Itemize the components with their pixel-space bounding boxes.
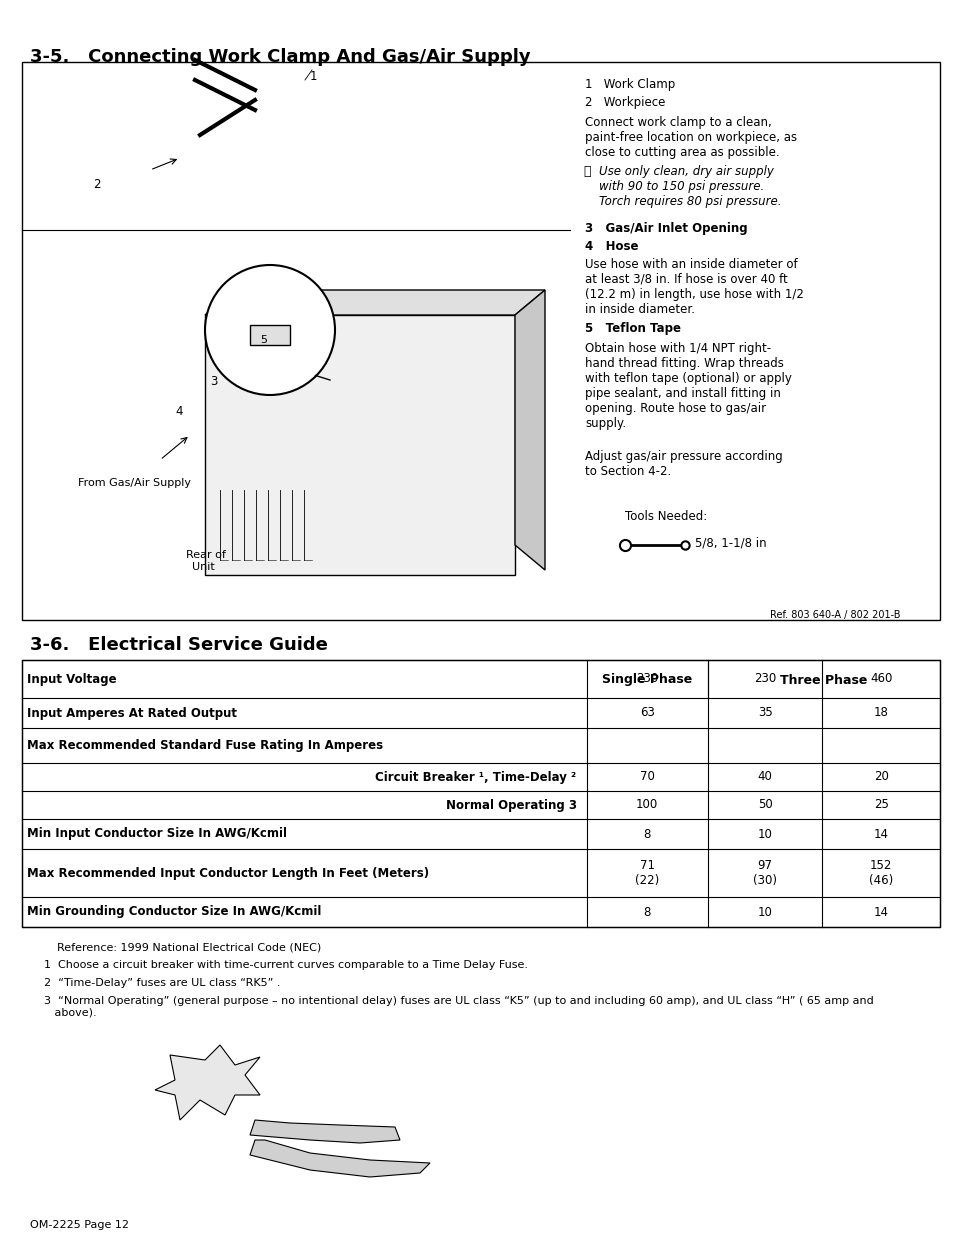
Text: Use hose with an inside diameter of
at least 3/8 in. If hose is over 40 ft
(12.2: Use hose with an inside diameter of at l… — [584, 258, 803, 316]
Text: 1  Choose a circuit breaker with time-current curves comparable to a Time Delay : 1 Choose a circuit breaker with time-cur… — [44, 960, 527, 969]
Text: Connect work clamp to a clean,
paint-free location on workpiece, as
close to cut: Connect work clamp to a clean, paint-fre… — [584, 116, 797, 159]
Text: OM-2225 Page 12: OM-2225 Page 12 — [30, 1220, 129, 1230]
Bar — [22, 62, 939, 620]
Text: 2  “Time-Delay” fuses are UL class “RK5” .: 2 “Time-Delay” fuses are UL class “RK5” … — [44, 978, 280, 988]
Text: Adjust gas/air pressure according
to Section 4-2.: Adjust gas/air pressure according to Sec… — [584, 450, 781, 478]
Text: Obtain hose with 1/4 NPT right-
hand thread fitting. Wrap threads
with teflon ta: Obtain hose with 1/4 NPT right- hand thr… — [584, 342, 791, 430]
Text: Min Input Conductor Size In AWG/Kcmil: Min Input Conductor Size In AWG/Kcmil — [27, 827, 287, 841]
Text: 40: 40 — [757, 771, 772, 783]
Text: 230: 230 — [636, 673, 658, 685]
Text: 35: 35 — [757, 706, 772, 720]
Text: Tools Needed:: Tools Needed: — [624, 510, 706, 522]
Text: 3   Gas/Air Inlet Opening: 3 Gas/Air Inlet Opening — [584, 222, 747, 235]
Text: 20: 20 — [873, 771, 888, 783]
Text: 5/8, 1-1/8 in: 5/8, 1-1/8 in — [695, 537, 766, 550]
Text: Use only clean, dry air supply
with 90 to 150 psi pressure.
Torch requires 80 ps: Use only clean, dry air supply with 90 t… — [598, 165, 781, 207]
Polygon shape — [250, 1120, 399, 1144]
Text: 📓: 📓 — [582, 165, 590, 178]
Text: 3-6.   Electrical Service Guide: 3-6. Electrical Service Guide — [30, 636, 328, 655]
Text: Three Phase: Three Phase — [780, 673, 866, 687]
Text: 5   Teflon Tape: 5 Teflon Tape — [584, 322, 680, 335]
Text: 460: 460 — [869, 673, 891, 685]
Text: 230: 230 — [753, 673, 776, 685]
Text: 14: 14 — [873, 905, 888, 919]
Text: 4: 4 — [174, 405, 182, 417]
Text: 70: 70 — [639, 771, 654, 783]
Text: Max Recommended Standard Fuse Rating In Amperes: Max Recommended Standard Fuse Rating In … — [27, 739, 383, 752]
Text: 10: 10 — [757, 827, 772, 841]
Text: 71
(22): 71 (22) — [635, 860, 659, 887]
Text: Input Voltage: Input Voltage — [27, 673, 116, 685]
Text: Reference: 1999 National Electrical Code (NEC): Reference: 1999 National Electrical Code… — [57, 942, 321, 952]
Text: 3-5.   Connecting Work Clamp And Gas/Air Supply: 3-5. Connecting Work Clamp And Gas/Air S… — [30, 48, 530, 65]
Text: Unit: Unit — [192, 562, 214, 572]
Text: 152
(46): 152 (46) — [868, 860, 892, 887]
Text: Input Amperes At Rated Output: Input Amperes At Rated Output — [27, 706, 236, 720]
Text: 18: 18 — [873, 706, 888, 720]
Polygon shape — [154, 1045, 260, 1120]
Polygon shape — [515, 290, 544, 571]
Text: 10: 10 — [757, 905, 772, 919]
Text: 1: 1 — [310, 70, 317, 83]
Text: Ref. 803 640-A / 802 201-B: Ref. 803 640-A / 802 201-B — [769, 610, 900, 620]
Text: 50: 50 — [757, 799, 772, 811]
Text: 2   Workpiece: 2 Workpiece — [584, 96, 664, 109]
Text: 25: 25 — [873, 799, 888, 811]
Text: Rear of: Rear of — [186, 550, 226, 559]
Text: 8: 8 — [642, 905, 650, 919]
Bar — [250, 325, 290, 345]
Text: Circuit Breaker ¹, Time-Delay ²: Circuit Breaker ¹, Time-Delay ² — [375, 771, 576, 783]
Text: 63: 63 — [639, 706, 654, 720]
Bar — [205, 315, 515, 576]
Bar — [22, 659, 939, 927]
Text: 1   Work Clamp: 1 Work Clamp — [584, 78, 675, 91]
Circle shape — [205, 266, 335, 395]
Text: Single Phase: Single Phase — [601, 673, 692, 687]
Text: 14: 14 — [873, 827, 888, 841]
Text: 100: 100 — [636, 799, 658, 811]
Polygon shape — [205, 290, 544, 315]
Text: 4   Hose: 4 Hose — [584, 240, 638, 253]
Text: 3  “Normal Operating” (general purpose – no intentional delay) fuses are UL clas: 3 “Normal Operating” (general purpose – … — [44, 995, 873, 1018]
Polygon shape — [250, 1140, 430, 1177]
Text: Min Grounding Conductor Size In AWG/Kcmil: Min Grounding Conductor Size In AWG/Kcmi… — [27, 905, 321, 919]
Text: From Gas/Air Supply: From Gas/Air Supply — [78, 478, 191, 488]
Text: Max Recommended Input Conductor Length In Feet (Meters): Max Recommended Input Conductor Length I… — [27, 867, 429, 879]
Text: 5: 5 — [260, 335, 267, 345]
Text: 97
(30): 97 (30) — [752, 860, 777, 887]
Text: Normal Operating 3: Normal Operating 3 — [445, 799, 576, 811]
Text: 8: 8 — [642, 827, 650, 841]
Text: 3: 3 — [210, 375, 217, 388]
Text: 2: 2 — [92, 178, 100, 191]
